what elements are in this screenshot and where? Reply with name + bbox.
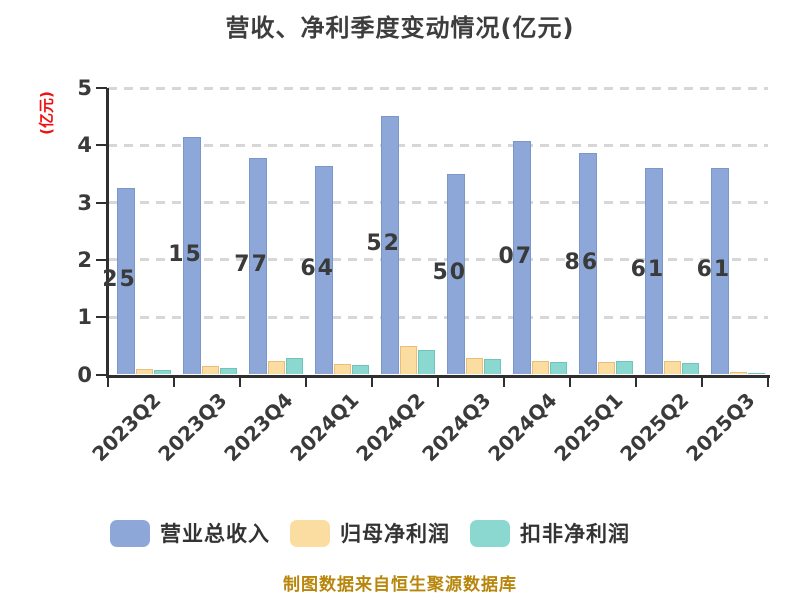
gridline: [107, 143, 768, 147]
y-tick-mark: [96, 373, 107, 376]
gridline: [107, 258, 768, 262]
x-axis-label: 2025Q1: [549, 388, 628, 467]
bar-value-label: 86: [564, 249, 600, 275]
bar-value-label: 25: [102, 267, 137, 293]
revenue-bar: [116, 188, 135, 375]
legend: 营业总收入 归母净利润 扣非净利润: [110, 518, 630, 548]
y-axis-line: [106, 88, 109, 378]
non-gaap-profit-bar: [747, 373, 765, 375]
bar-value-label: 61: [630, 257, 666, 283]
legend-label: 扣非净利润: [520, 522, 630, 546]
bar-value-label: 07: [498, 243, 534, 269]
x-axis-label: 2024Q3: [417, 388, 496, 467]
revenue-bar: [710, 167, 729, 375]
net-profit-bar: [663, 360, 681, 375]
x-tick-mark: [238, 377, 241, 387]
revenue-bar: [644, 167, 663, 375]
x-tick-mark: [568, 377, 571, 387]
footer-note: 制图数据来自恒生聚源数据库: [283, 575, 517, 595]
bar-value-label: 52: [366, 231, 401, 256]
revenue-bar: [578, 153, 597, 375]
bar-value-label: 64: [300, 256, 335, 282]
non-gaap-profit-bar: [549, 361, 567, 375]
non-gaap-profit-bar: [483, 359, 501, 375]
x-tick-mark: [304, 377, 307, 387]
bar-value-label: 15: [168, 241, 203, 267]
x-axis-label: 2024Q2: [351, 388, 430, 467]
bar-value-label: 77: [234, 252, 269, 278]
revenue-bar: [380, 115, 399, 375]
net-profit-bar: [729, 371, 747, 375]
revenue-bar: [314, 165, 333, 375]
y-tick-mark: [96, 316, 107, 319]
y-tick-mark: [96, 87, 107, 89]
legend-item: 营业总收入: [110, 518, 270, 548]
non-gaap-profit-bar: [681, 363, 699, 375]
x-tick-mark: [370, 377, 373, 387]
net-profit-bar: [267, 360, 285, 375]
non-gaap-profit-bar: [153, 370, 171, 375]
x-tick-mark: [634, 377, 637, 387]
x-tick-mark: [106, 377, 109, 387]
net-profit-bar: [333, 363, 351, 375]
revenue-bar: [512, 141, 531, 375]
chart-title: 营收、净利季度变动情况(亿元): [225, 14, 575, 42]
legend-item: 归母净利润: [290, 518, 450, 548]
net-profit-bar: [201, 366, 219, 375]
non-gaap-profit-bar: [417, 349, 435, 375]
net-profit-bar: [135, 368, 153, 375]
x-axis-line: [106, 374, 770, 378]
gridline: [107, 86, 768, 90]
y-tick-mark: [96, 201, 107, 204]
x-tick-mark: [436, 377, 439, 387]
legend-label: 营业总收入: [160, 522, 270, 546]
net-profit-bar: [399, 346, 417, 375]
revenue-bar: [248, 158, 267, 375]
legend-label: 归母净利润: [340, 522, 450, 546]
legend-swatch-net-profit-bar: [290, 519, 330, 547]
x-tick-mark: [502, 377, 505, 387]
x-axis-label: 2024Q4: [483, 388, 562, 467]
gridline: [107, 315, 768, 319]
x-axis-label: 2023Q4: [219, 388, 298, 467]
revenue-bar: [182, 136, 201, 375]
x-axis-label: 2025Q2: [615, 388, 694, 467]
non-gaap-profit-bar: [615, 361, 633, 375]
non-gaap-profit-bar: [285, 357, 303, 375]
x-tick-mark: [172, 377, 175, 387]
bar-value-label: 50: [432, 260, 468, 286]
gridline: [107, 201, 768, 205]
y-tick-label: 5: [77, 76, 92, 100]
y-tick-label: 3: [77, 190, 92, 215]
x-axis-label: 2025Q3: [681, 388, 760, 467]
legend-swatch-revenue-bar: [110, 519, 150, 547]
x-axis-label: 2023Q2: [87, 388, 166, 467]
y-tick-label: 1: [77, 305, 92, 330]
non-gaap-profit-bar: [351, 364, 369, 375]
non-gaap-profit-bar: [219, 368, 237, 375]
net-profit-bar: [531, 361, 549, 375]
revenue-bar: [446, 173, 465, 375]
y-axis-unit-label: (亿元): [37, 91, 56, 135]
bar-value-label: 61: [696, 257, 732, 283]
y-tick-label: 0: [77, 362, 92, 387]
y-tick-mark: [96, 144, 107, 147]
net-profit-bar: [597, 361, 615, 375]
x-axis-label: 2024Q1: [285, 388, 364, 467]
y-tick-label: 2: [77, 247, 92, 272]
x-axis-label: 2023Q3: [153, 388, 232, 467]
y-tick-mark: [96, 258, 107, 261]
legend-item: 扣非净利润: [470, 518, 630, 548]
legend-swatch-non-gaap-profit-bar: [470, 519, 510, 547]
x-tick-mark: [700, 377, 703, 387]
x-tick-mark: [767, 377, 769, 387]
y-tick-label: 4: [77, 133, 92, 158]
net-profit-bar: [465, 357, 483, 375]
